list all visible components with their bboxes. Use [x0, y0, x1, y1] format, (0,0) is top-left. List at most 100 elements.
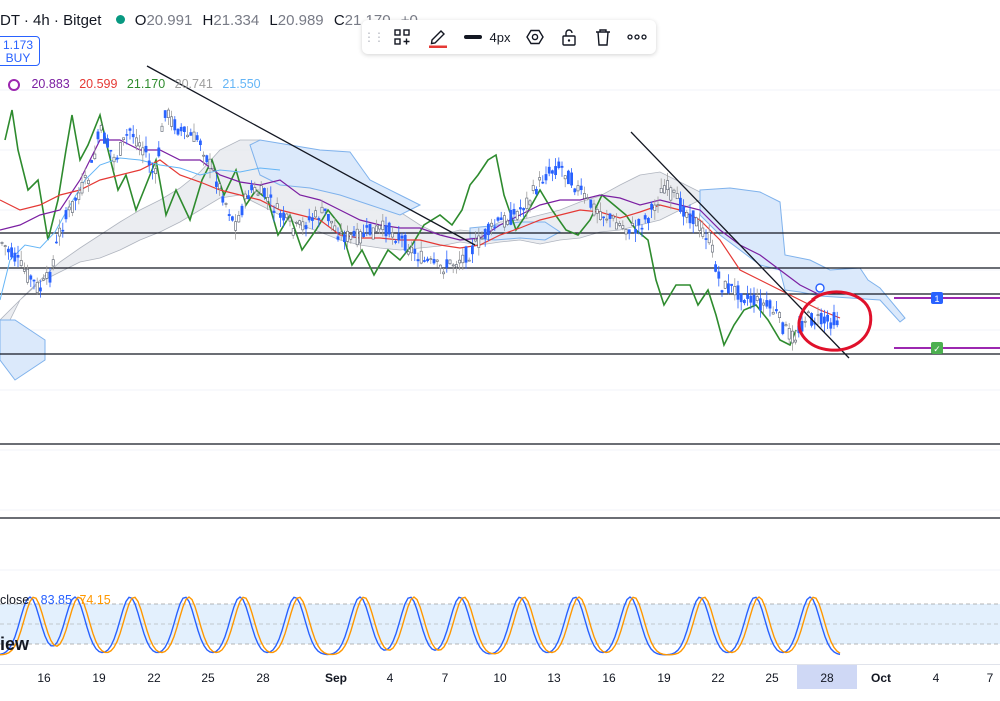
oscillator-d-value: 74.15	[79, 593, 111, 607]
indicator-icon[interactable]	[8, 79, 20, 91]
symbol-title[interactable]: DT · 4h · Bitget	[0, 12, 102, 29]
time-axis-tick: 4	[932, 671, 940, 685]
ohlc-open: 20.991	[146, 12, 193, 29]
candle-body	[54, 241, 58, 244]
candle-body	[826, 314, 830, 322]
candle-body	[611, 215, 615, 219]
candle-body	[662, 185, 666, 194]
candle-body	[477, 235, 481, 248]
indicator-value-base: 20.883	[31, 77, 70, 91]
candles	[0, 107, 839, 351]
candle-body	[784, 324, 788, 327]
base-line	[0, 139, 821, 296]
candle-body	[234, 221, 238, 231]
pencil-icon[interactable]	[420, 20, 456, 54]
candle-body	[726, 283, 730, 294]
candle-body	[701, 227, 705, 237]
candle-body	[138, 142, 142, 147]
more-icon[interactable]	[620, 20, 654, 54]
candle-body	[103, 132, 106, 144]
candle-body	[250, 184, 254, 191]
candle-body	[800, 320, 804, 332]
candle-body	[835, 320, 839, 326]
candle-body	[144, 145, 148, 153]
candle-body	[794, 339, 798, 343]
candle-body	[602, 216, 606, 219]
candle-body	[829, 322, 833, 329]
settings-icon[interactable]	[518, 20, 552, 54]
candle-body	[656, 204, 660, 206]
candle-body	[659, 187, 663, 194]
candle-body	[806, 311, 810, 314]
candle-body	[451, 264, 455, 267]
indicator-legend: 20.883 20.599 21.170 20.741 21.550	[8, 77, 267, 91]
candle-body	[592, 203, 596, 216]
candle-body	[365, 225, 369, 228]
candle-body	[314, 210, 318, 218]
candle-body	[672, 189, 676, 193]
candle-body	[74, 197, 78, 201]
candle-body	[256, 193, 260, 196]
oscillator-source: close	[0, 593, 30, 607]
time-axis-tick: 16	[602, 671, 616, 685]
candle-body	[573, 188, 577, 193]
candle-body	[653, 204, 657, 211]
candle-body	[637, 218, 641, 226]
marker-1-label: 1	[934, 294, 939, 304]
indicator-value-span-b: 21.550	[222, 77, 261, 91]
candle-body	[19, 260, 23, 266]
candle-body	[282, 212, 286, 221]
candle-body	[739, 293, 743, 303]
candle-body	[822, 316, 826, 324]
candle-body	[13, 252, 17, 262]
candle-body	[486, 223, 490, 236]
candle-body	[736, 285, 740, 300]
buy-price-button[interactable]: 1.173 BUY	[0, 36, 40, 66]
candle-body	[634, 228, 638, 234]
candle-body	[605, 218, 609, 221]
lock-icon[interactable]	[552, 20, 586, 54]
candle-body	[435, 259, 439, 262]
add-object-icon[interactable]	[384, 20, 420, 54]
candle-body	[675, 193, 679, 200]
candle-body	[429, 258, 433, 260]
candle-body	[464, 246, 468, 263]
candle-body	[403, 234, 407, 251]
candle-body	[688, 213, 692, 224]
candle-body	[730, 283, 734, 286]
time-axis-tick: 25	[765, 671, 779, 685]
time-axis-tick: Oct	[870, 671, 892, 685]
candle-body	[26, 268, 30, 283]
candle-body	[534, 188, 538, 195]
candle-body	[272, 210, 276, 213]
candle-body	[406, 251, 410, 255]
candle-body	[707, 232, 711, 244]
candle-body	[624, 228, 628, 235]
candle-body	[355, 228, 359, 246]
ohlc-high-key: H	[202, 12, 214, 29]
line-width-button[interactable]: 4px	[456, 20, 518, 54]
time-axis-tick: 25	[201, 671, 215, 685]
candle-body	[746, 294, 750, 299]
time-axis[interactable]: 16 19 22 25 28 Sep 4 7 10 13 16 19 22 25 28 Oct 4 7	[0, 664, 1000, 701]
candle-body	[614, 222, 618, 230]
candle-body	[125, 134, 129, 136]
candle-body	[832, 312, 836, 326]
candle-body	[307, 216, 311, 221]
trash-icon[interactable]	[586, 20, 620, 54]
candle-body	[598, 211, 602, 220]
candle-body	[99, 125, 103, 131]
candle-body	[650, 203, 654, 210]
candle-body	[262, 188, 266, 198]
candle-body	[678, 197, 682, 212]
candle-body	[416, 259, 420, 262]
candle-body	[518, 207, 522, 210]
drag-handle-icon[interactable]: ⋮⋮	[363, 30, 385, 44]
candle-body	[710, 244, 714, 253]
candle-body	[595, 209, 599, 214]
candle-body	[400, 235, 404, 239]
candle-body	[141, 147, 145, 156]
ohlc-high: 21.334	[213, 12, 260, 29]
candle-body	[640, 227, 644, 230]
